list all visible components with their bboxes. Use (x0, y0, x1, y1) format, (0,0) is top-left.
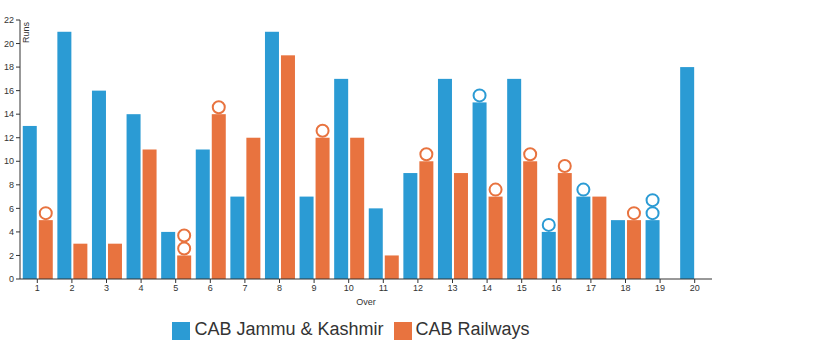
svg-text:Runs: Runs (21, 22, 31, 44)
svg-text:Over: Over (356, 297, 376, 307)
svg-text:2: 2 (9, 251, 14, 261)
svg-text:10: 10 (344, 283, 354, 293)
svg-text:9: 9 (312, 283, 317, 293)
html-text:CAB Railways: CAB Railways (415, 319, 530, 339)
svg-text:12: 12 (8, 133, 14, 143)
svg-text:15: 15 (517, 283, 527, 293)
svg-text:2: 2 (69, 283, 74, 293)
svg-text:18: 18 (8, 62, 14, 72)
svg-text:5: 5 (173, 283, 178, 293)
svg-text:16: 16 (551, 283, 561, 293)
svg-text:14: 14 (482, 283, 492, 293)
svg-text:6: 6 (208, 283, 213, 293)
svg-text:13: 13 (447, 283, 457, 293)
svg-text:4: 4 (9, 227, 14, 237)
svg-text:3: 3 (104, 283, 109, 293)
svg-text:1: 1 (35, 283, 40, 293)
svg-text:6: 6 (9, 204, 14, 214)
svg-text:4: 4 (139, 283, 144, 293)
svg-text:7: 7 (242, 283, 247, 293)
svg-text:11: 11 (379, 283, 388, 293)
svg-text:19: 19 (655, 283, 665, 293)
svg-text:14: 14 (8, 109, 14, 119)
svg-text:20: 20 (8, 39, 14, 49)
svg-text:12: 12 (413, 283, 423, 293)
html-text:CAB Jammu & Kashmir: CAB Jammu & Kashmir (194, 319, 384, 339)
svg-text:8: 8 (9, 180, 14, 190)
svg-text:16: 16 (8, 86, 14, 96)
svg-text:20: 20 (690, 283, 700, 293)
svg-text:8: 8 (277, 283, 282, 293)
svg-text:17: 17 (586, 283, 596, 293)
svg-text:0: 0 (9, 274, 14, 284)
svg-text:10: 10 (8, 156, 14, 166)
svg-text:22: 22 (8, 15, 14, 25)
svg-text:18: 18 (620, 283, 630, 293)
